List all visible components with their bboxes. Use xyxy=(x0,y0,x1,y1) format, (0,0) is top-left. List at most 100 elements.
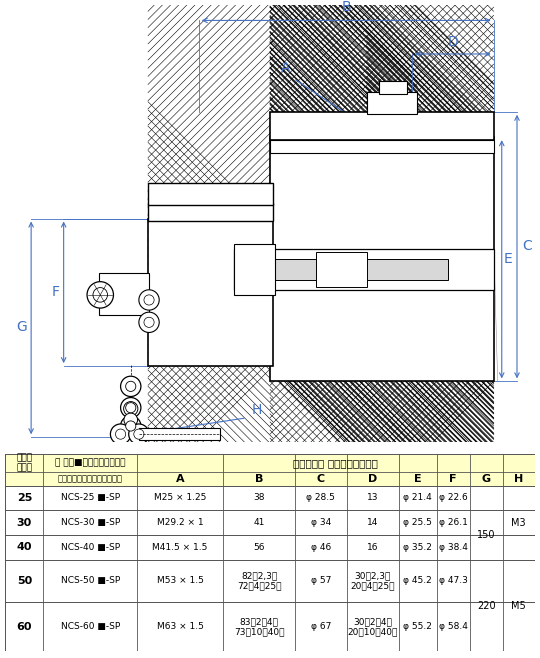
Text: 38: 38 xyxy=(253,494,265,503)
Text: G: G xyxy=(482,474,491,484)
Text: 13: 13 xyxy=(367,494,379,503)
Circle shape xyxy=(124,424,137,438)
Bar xyxy=(5,486,535,511)
Text: φ 21.4: φ 21.4 xyxy=(403,494,432,503)
Text: M41.5 × 1.5: M41.5 × 1.5 xyxy=(152,543,208,552)
Text: M29.2 × 1: M29.2 × 1 xyxy=(157,518,204,527)
Text: H: H xyxy=(252,403,262,417)
Text: φ 34: φ 34 xyxy=(311,518,331,527)
Text: D: D xyxy=(448,35,458,49)
Text: φ 46: φ 46 xyxy=(311,543,331,552)
Circle shape xyxy=(126,421,136,431)
Text: 40: 40 xyxy=(17,542,32,552)
Text: φ 26.1: φ 26.1 xyxy=(439,518,468,527)
Circle shape xyxy=(129,424,149,444)
Text: NCS-60 ■-SP: NCS-60 ■-SP xyxy=(60,622,120,631)
Circle shape xyxy=(124,401,138,416)
Bar xyxy=(5,559,535,602)
Text: 60: 60 xyxy=(17,622,32,632)
Bar xyxy=(5,535,535,559)
Text: NCS-50 ■-SP: NCS-50 ■-SP xyxy=(60,576,120,586)
Text: B: B xyxy=(255,474,263,484)
Text: E: E xyxy=(504,252,512,266)
Text: φ 25.5: φ 25.5 xyxy=(403,518,432,527)
Text: 25: 25 xyxy=(17,493,32,503)
Text: 83（2～4）
73（10～40）: 83（2～4） 73（10～40） xyxy=(234,617,284,636)
Text: M53 × 1.5: M53 × 1.5 xyxy=(157,576,204,586)
Bar xyxy=(5,602,535,651)
Bar xyxy=(139,428,220,440)
Text: E: E xyxy=(414,474,422,484)
Bar xyxy=(5,454,535,486)
Bar xyxy=(5,602,535,651)
Text: C: C xyxy=(317,474,325,484)
Text: 82（2,3）
72（4～25）: 82（2,3） 72（4～25） xyxy=(237,571,281,590)
Text: φ 67: φ 67 xyxy=(310,622,331,631)
Circle shape xyxy=(124,413,138,426)
Text: B: B xyxy=(341,0,351,14)
Circle shape xyxy=(139,290,159,310)
Text: A: A xyxy=(176,474,185,484)
Text: 150: 150 xyxy=(477,530,495,540)
Text: φ 38.4: φ 38.4 xyxy=(439,543,468,552)
Bar xyxy=(5,511,535,535)
Bar xyxy=(5,486,535,511)
Bar xyxy=(148,183,273,205)
Bar xyxy=(270,138,494,381)
Circle shape xyxy=(120,416,141,436)
Bar xyxy=(316,252,367,287)
Circle shape xyxy=(87,282,113,308)
Circle shape xyxy=(126,403,136,413)
Text: シェル
サイズ: シェル サイズ xyxy=(16,453,32,472)
Text: NCS-40 ■-SP: NCS-40 ■-SP xyxy=(60,543,120,552)
Text: 16: 16 xyxy=(367,543,379,552)
Text: 正芯（ソケットコンタクト）: 正芯（ソケットコンタクト） xyxy=(58,474,123,483)
Text: NCS-25 ■-SP: NCS-25 ■-SP xyxy=(60,494,120,503)
Text: φ 57: φ 57 xyxy=(310,576,331,586)
Text: F: F xyxy=(52,285,59,299)
Text: M63 × 1.5: M63 × 1.5 xyxy=(157,622,204,631)
Bar xyxy=(148,203,273,220)
Bar xyxy=(234,244,275,295)
Text: 41: 41 xyxy=(253,518,265,527)
Circle shape xyxy=(120,397,141,418)
Circle shape xyxy=(134,429,144,439)
Text: φ 45.2: φ 45.2 xyxy=(403,576,432,586)
Circle shape xyxy=(120,376,141,397)
Bar xyxy=(99,272,149,315)
Text: 品 名（■はコンタクト数）: 品 名（■はコンタクト数） xyxy=(55,459,125,467)
Text: C: C xyxy=(522,239,532,253)
Circle shape xyxy=(93,288,107,302)
Bar xyxy=(5,535,535,559)
Bar xyxy=(5,559,535,602)
Circle shape xyxy=(116,429,126,439)
Bar xyxy=(5,511,535,535)
Text: φ 47.3: φ 47.3 xyxy=(439,576,468,586)
Text: M25 × 1.25: M25 × 1.25 xyxy=(154,494,206,503)
Bar xyxy=(270,140,494,153)
Text: φ 28.5: φ 28.5 xyxy=(307,494,335,503)
Bar xyxy=(379,82,407,93)
Bar xyxy=(148,218,273,366)
Text: D: D xyxy=(368,474,377,484)
Text: φ 55.2: φ 55.2 xyxy=(403,622,432,631)
Circle shape xyxy=(144,295,154,305)
Text: 30: 30 xyxy=(17,518,32,528)
Bar xyxy=(234,259,448,280)
Text: A: A xyxy=(280,61,290,75)
Bar xyxy=(234,249,494,290)
Text: M5: M5 xyxy=(511,601,526,611)
Circle shape xyxy=(139,312,159,332)
Text: G: G xyxy=(16,320,27,334)
Text: φ 22.6: φ 22.6 xyxy=(439,494,468,503)
Text: NCS-30 ■-SP: NCS-30 ■-SP xyxy=(60,518,120,527)
Text: 30（2,3）
20（4～25）: 30（2,3） 20（4～25） xyxy=(350,571,395,590)
Bar xyxy=(367,91,417,114)
Bar xyxy=(270,112,494,140)
Text: φ 58.4: φ 58.4 xyxy=(439,622,468,631)
Text: 30（2～4）
20（10～40）: 30（2～4） 20（10～40） xyxy=(348,617,398,636)
Text: 標準寿法（ ）はコンタクト数: 標準寿法（ ）はコンタクト数 xyxy=(293,458,379,468)
Circle shape xyxy=(126,381,136,392)
Text: φ 35.2: φ 35.2 xyxy=(403,543,432,552)
Text: F: F xyxy=(449,474,457,484)
